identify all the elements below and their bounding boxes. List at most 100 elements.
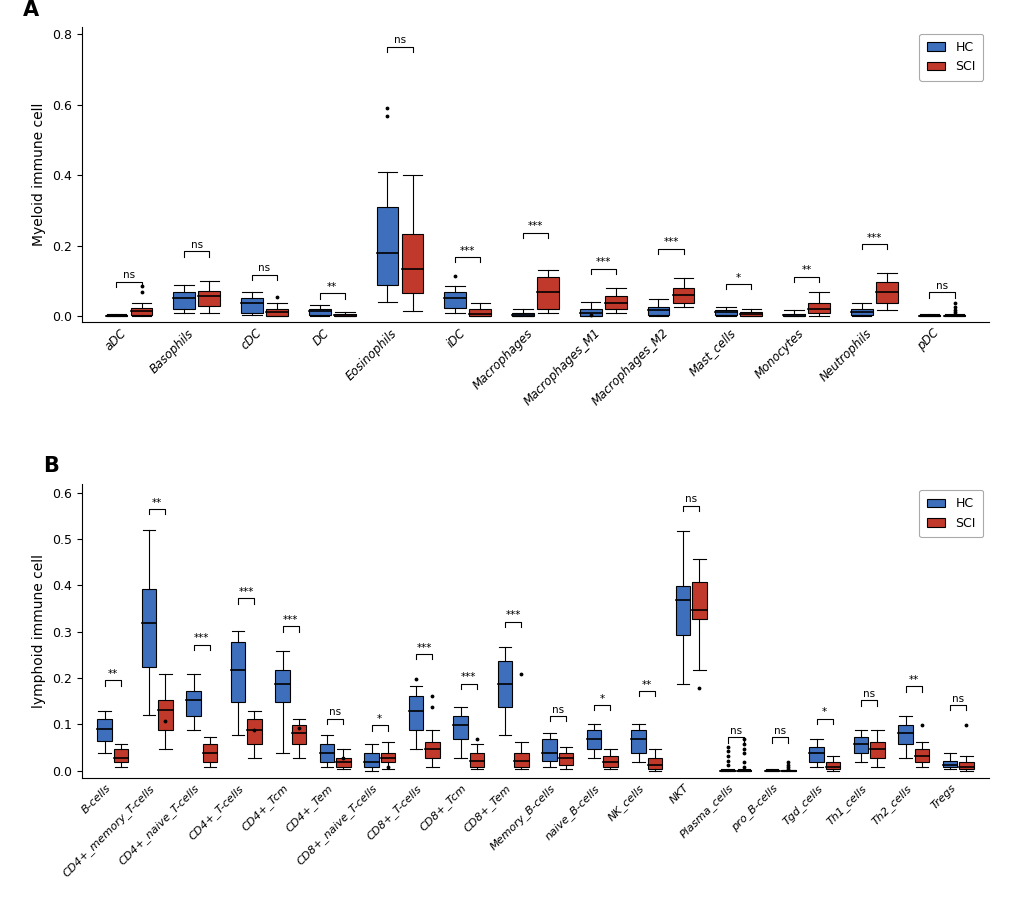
Text: ***: *** xyxy=(461,673,476,683)
Bar xyxy=(869,742,883,758)
Text: ns: ns xyxy=(329,707,341,717)
Y-axis label: Myeloid immune cell: Myeloid immune cell xyxy=(33,102,46,246)
Bar xyxy=(959,762,973,770)
Bar xyxy=(647,307,668,315)
Text: **: ** xyxy=(801,265,811,275)
Bar xyxy=(401,233,423,294)
Text: ns: ns xyxy=(551,705,564,715)
Text: **: ** xyxy=(108,669,118,679)
Bar xyxy=(173,293,195,309)
Bar xyxy=(230,642,245,702)
Bar xyxy=(714,310,737,315)
Bar xyxy=(376,207,398,285)
Bar xyxy=(512,313,533,316)
Bar xyxy=(809,747,822,762)
Bar xyxy=(248,719,261,744)
Text: ns: ns xyxy=(935,281,947,291)
Text: ns: ns xyxy=(258,264,270,274)
Bar xyxy=(266,308,287,317)
Bar xyxy=(542,739,556,760)
Bar xyxy=(875,282,897,303)
Text: ***: *** xyxy=(238,587,254,597)
Bar xyxy=(469,308,490,317)
Legend: HC, SCI: HC, SCI xyxy=(918,490,982,537)
Text: ***: *** xyxy=(527,221,543,231)
Y-axis label: lymphoid immune cell: lymphoid immune cell xyxy=(33,554,46,707)
Bar xyxy=(783,314,804,317)
Bar xyxy=(497,661,512,707)
Bar xyxy=(470,753,484,767)
Text: **: ** xyxy=(152,498,162,508)
Bar xyxy=(898,726,912,744)
Bar xyxy=(647,758,661,770)
Text: ***: *** xyxy=(416,642,431,652)
Bar xyxy=(409,695,423,730)
Bar xyxy=(336,758,351,767)
Text: ns: ns xyxy=(862,689,874,699)
Bar xyxy=(740,312,761,317)
Text: **: ** xyxy=(327,282,337,292)
Bar xyxy=(914,748,928,762)
Text: ***: *** xyxy=(662,237,678,247)
Text: **: ** xyxy=(908,675,918,685)
Bar xyxy=(918,315,940,317)
Text: *: * xyxy=(599,694,604,704)
Text: ***: *** xyxy=(866,232,881,242)
Bar xyxy=(309,308,330,315)
Text: B: B xyxy=(44,456,59,476)
Bar xyxy=(586,730,600,748)
Bar xyxy=(130,308,152,315)
Bar xyxy=(580,309,601,317)
Bar xyxy=(186,691,201,716)
Bar xyxy=(514,753,528,767)
Bar xyxy=(425,742,439,758)
Bar xyxy=(97,719,111,740)
Text: ns: ns xyxy=(952,694,963,704)
Bar xyxy=(943,315,964,317)
Bar xyxy=(604,296,626,309)
Bar xyxy=(444,293,466,307)
Text: ns: ns xyxy=(773,726,786,736)
Bar xyxy=(853,737,867,753)
Legend: HC, SCI: HC, SCI xyxy=(918,34,982,81)
Text: ***: *** xyxy=(595,257,610,267)
Bar xyxy=(672,287,694,303)
Text: **: ** xyxy=(641,680,651,690)
Bar xyxy=(114,748,128,762)
Bar xyxy=(158,700,172,730)
Bar xyxy=(942,760,956,767)
Text: ns: ns xyxy=(685,494,697,504)
Bar xyxy=(453,716,467,739)
Bar xyxy=(320,744,334,762)
Text: ns: ns xyxy=(123,271,135,280)
Bar xyxy=(106,316,127,317)
Text: ***: *** xyxy=(460,246,475,255)
Bar xyxy=(603,756,616,767)
Bar xyxy=(333,314,356,317)
Bar xyxy=(291,726,306,744)
Text: ***: *** xyxy=(194,633,209,643)
Bar xyxy=(676,587,690,636)
Bar xyxy=(142,589,156,666)
Text: ns: ns xyxy=(191,240,203,250)
Bar xyxy=(807,303,829,313)
Text: ns: ns xyxy=(393,36,406,46)
Bar xyxy=(364,753,378,767)
Text: ns: ns xyxy=(729,726,741,736)
Bar xyxy=(631,730,645,753)
Bar xyxy=(537,277,558,309)
Bar xyxy=(275,670,289,702)
Bar xyxy=(380,753,394,762)
Text: ***: *** xyxy=(505,610,521,620)
Text: *: * xyxy=(821,707,826,717)
Text: *: * xyxy=(736,273,741,283)
Bar xyxy=(199,291,220,306)
Bar xyxy=(558,753,573,765)
Bar xyxy=(850,308,871,315)
Bar xyxy=(825,762,840,770)
Text: *: * xyxy=(377,714,382,724)
Bar xyxy=(240,298,263,313)
Text: ***: *** xyxy=(283,615,299,625)
Bar xyxy=(203,744,217,762)
Bar xyxy=(692,582,706,619)
